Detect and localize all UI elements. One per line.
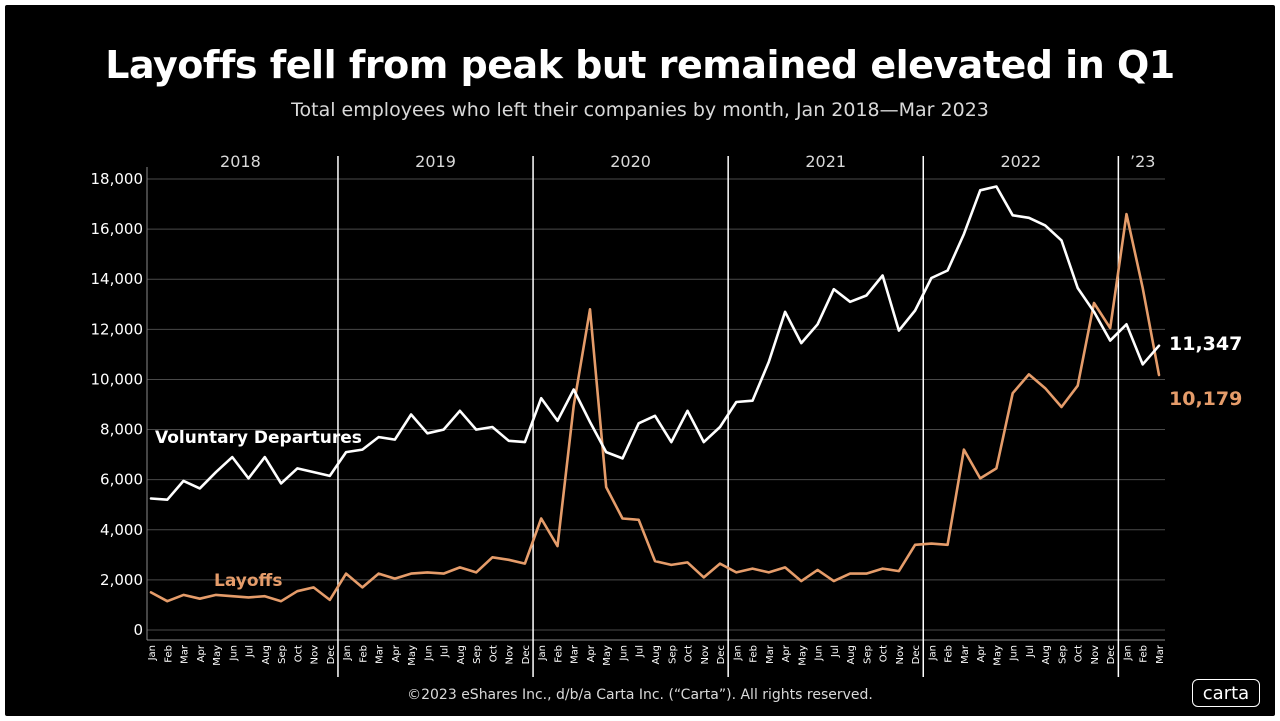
x-tick-label: Apr xyxy=(976,644,987,662)
voluntary-departures-end-label: 11,347 xyxy=(1169,333,1242,355)
x-tick-label: Sep xyxy=(277,645,288,664)
year-label: 2018 xyxy=(220,152,261,171)
y-tick-label: 16,000 xyxy=(91,220,144,238)
x-tick-label: Nov xyxy=(310,645,321,665)
y-tick-label: 14,000 xyxy=(91,270,144,288)
y-tick-label: 12,000 xyxy=(91,320,144,338)
x-tick-label: Mar xyxy=(570,644,581,664)
year-label: 2022 xyxy=(1000,152,1041,171)
y-tick-label: 2,000 xyxy=(100,571,143,589)
x-tick-label: Dec xyxy=(911,645,922,664)
x-tick-label: Feb xyxy=(944,645,955,663)
x-tick-label: Jun xyxy=(423,645,434,662)
x-tick-label: May xyxy=(992,645,1003,666)
x-tick-label: Sep xyxy=(1057,645,1068,664)
x-tick-label: Jan xyxy=(342,645,353,661)
carta-logo: carta xyxy=(1192,679,1260,707)
x-tick-label: Apr xyxy=(196,644,207,662)
x-tick-label: Aug xyxy=(1041,645,1052,665)
x-tick-label: Nov xyxy=(700,645,711,665)
x-tick-label: Jan xyxy=(537,645,548,661)
x-tick-label: Apr xyxy=(586,644,597,662)
voluntary-departures-legend: Voluntary Departures xyxy=(155,428,362,448)
x-tick-label: Aug xyxy=(261,645,272,665)
x-tick-label: Sep xyxy=(472,645,483,664)
x-tick-label: Feb xyxy=(553,645,564,663)
y-tick-label: 4,000 xyxy=(100,521,143,539)
x-tick-label: Dec xyxy=(521,645,532,664)
x-tick-label: May xyxy=(797,645,808,666)
x-tick-label: Jul xyxy=(1025,645,1036,658)
x-tick-label: Feb xyxy=(358,645,369,663)
x-tick-label: Jul xyxy=(245,645,256,658)
y-tick-label: 6,000 xyxy=(100,471,143,489)
x-tick-label: Jun xyxy=(1009,645,1020,662)
x-tick-label: Nov xyxy=(1090,645,1101,665)
x-tick-label: Mar xyxy=(960,644,971,664)
x-tick-label: May xyxy=(212,645,223,666)
x-tick-label: Aug xyxy=(846,645,857,665)
x-tick-label: Sep xyxy=(862,645,873,664)
x-tick-label: Jun xyxy=(814,645,825,662)
y-tick-label: 10,000 xyxy=(91,370,144,388)
x-tick-label: Mar xyxy=(180,644,191,664)
x-tick-label: Jun xyxy=(228,645,239,662)
x-tick-label: Jan xyxy=(927,645,938,661)
x-tick-label: Aug xyxy=(456,645,467,665)
x-tick-label: Oct xyxy=(1074,645,1085,662)
x-tick-label: Nov xyxy=(505,645,516,665)
x-tick-label: Oct xyxy=(879,645,890,662)
x-tick-label: Jul xyxy=(440,645,451,658)
x-tick-label: Jan xyxy=(732,645,743,661)
x-tick-label: Feb xyxy=(749,645,760,663)
layoffs-line xyxy=(149,212,1161,603)
x-tick-label: Dec xyxy=(1106,645,1117,664)
x-tick-label: Mar xyxy=(765,644,776,664)
voluntary-departures-line xyxy=(149,185,1161,502)
x-tick-label: Jun xyxy=(618,645,629,662)
x-tick-label: Oct xyxy=(293,645,304,662)
x-tick-label: Apr xyxy=(781,644,792,662)
x-tick-label: Oct xyxy=(684,645,695,662)
year-label: 2019 xyxy=(415,152,456,171)
y-tick-label: 8,000 xyxy=(100,421,143,439)
chart-subtitle: Total employees who left their companies… xyxy=(291,99,989,121)
layoffs-end-label: 10,179 xyxy=(1169,388,1242,410)
year-label: 2021 xyxy=(805,152,846,171)
x-tick-label: Aug xyxy=(651,645,662,665)
x-tick-label: Mar xyxy=(375,644,386,664)
x-tick-label: Dec xyxy=(326,645,337,664)
x-tick-label: Jan xyxy=(147,645,158,661)
x-tick-label: Jul xyxy=(830,645,841,658)
y-tick-label: 18,000 xyxy=(91,170,144,188)
x-tick-label: Jul xyxy=(635,645,646,658)
y-tick-label: 0 xyxy=(133,621,143,639)
copyright-footer: ©2023 eShares Inc., d/b/a Carta Inc. (“C… xyxy=(407,687,873,703)
x-tick-label: Dec xyxy=(716,645,727,664)
x-tick-label: Mar xyxy=(1155,644,1166,664)
year-label: ’23 xyxy=(1130,152,1155,171)
chart-frame: Layoffs fell from peak but remained elev… xyxy=(5,5,1275,716)
x-tick-label: Apr xyxy=(391,644,402,662)
year-label: 2020 xyxy=(610,152,651,171)
x-tick-label: Jan xyxy=(1122,645,1133,661)
x-tick-label: Oct xyxy=(488,645,499,662)
x-tick-label: Feb xyxy=(163,645,174,663)
x-tick-label: Nov xyxy=(895,645,906,665)
x-tick-label: May xyxy=(407,645,418,666)
layoffs-legend: Layoffs xyxy=(214,571,282,591)
x-tick-label: Feb xyxy=(1139,645,1150,663)
chart-title: Layoffs fell from peak but remained elev… xyxy=(105,43,1175,87)
line-chart: 0 2,000 4,000 6,000 8,000 10,000 12,000 14,000 1… xyxy=(91,152,1242,677)
x-tick-label: Sep xyxy=(667,645,678,664)
x-tick-label: May xyxy=(602,645,613,666)
